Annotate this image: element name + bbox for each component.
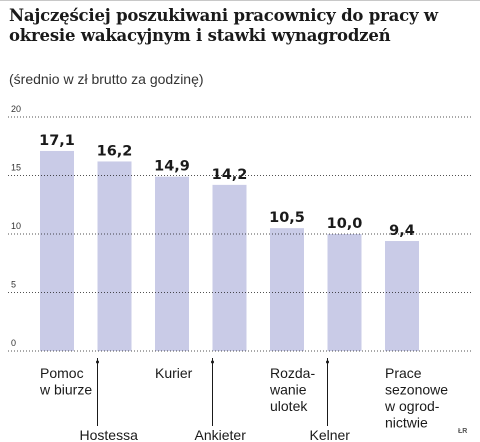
bar [212,184,247,351]
data-label: 10,0 [327,216,363,232]
bar [270,228,304,351]
category-label: Kelner [310,427,351,442]
data-label: 10,5 [269,210,305,226]
category-label: Prace sezonowe w ogrod-nictwie [384,365,448,431]
data-label: 14,2 [212,167,248,183]
y-tick-label: 5 [11,280,16,290]
category-label: Ankieter [195,427,247,442]
bar [40,150,74,351]
category-label: Rozda-wanie ulotek [269,365,315,414]
bar [97,161,132,351]
bar [385,241,419,351]
y-tick-label: 15 [11,163,21,173]
chart-title: Najczęściej poszukiwani pracownicy do pr… [9,6,438,45]
data-label: 9,4 [389,223,415,239]
data-label: 14,9 [154,159,190,175]
credit-label: ŁR [458,428,468,435]
category-label: Hostessa [80,427,139,442]
chart-subtitle: (średnio w zł brutto za godzinę) [9,71,204,87]
category-label: Pomoc w biurze [39,365,92,398]
y-tick-label: 0 [11,338,16,348]
y-tick-label: 10 [11,221,21,231]
label-leader-dot [211,360,214,364]
data-label: 16,2 [97,143,133,159]
bar [155,176,189,351]
top-rule [0,0,480,1]
category-label: Kurier [155,365,193,381]
y-tick-label: 20 [11,104,21,114]
label-leader-dot [96,360,99,364]
data-label: 17,1 [39,133,75,149]
label-leader-dot [326,360,329,364]
